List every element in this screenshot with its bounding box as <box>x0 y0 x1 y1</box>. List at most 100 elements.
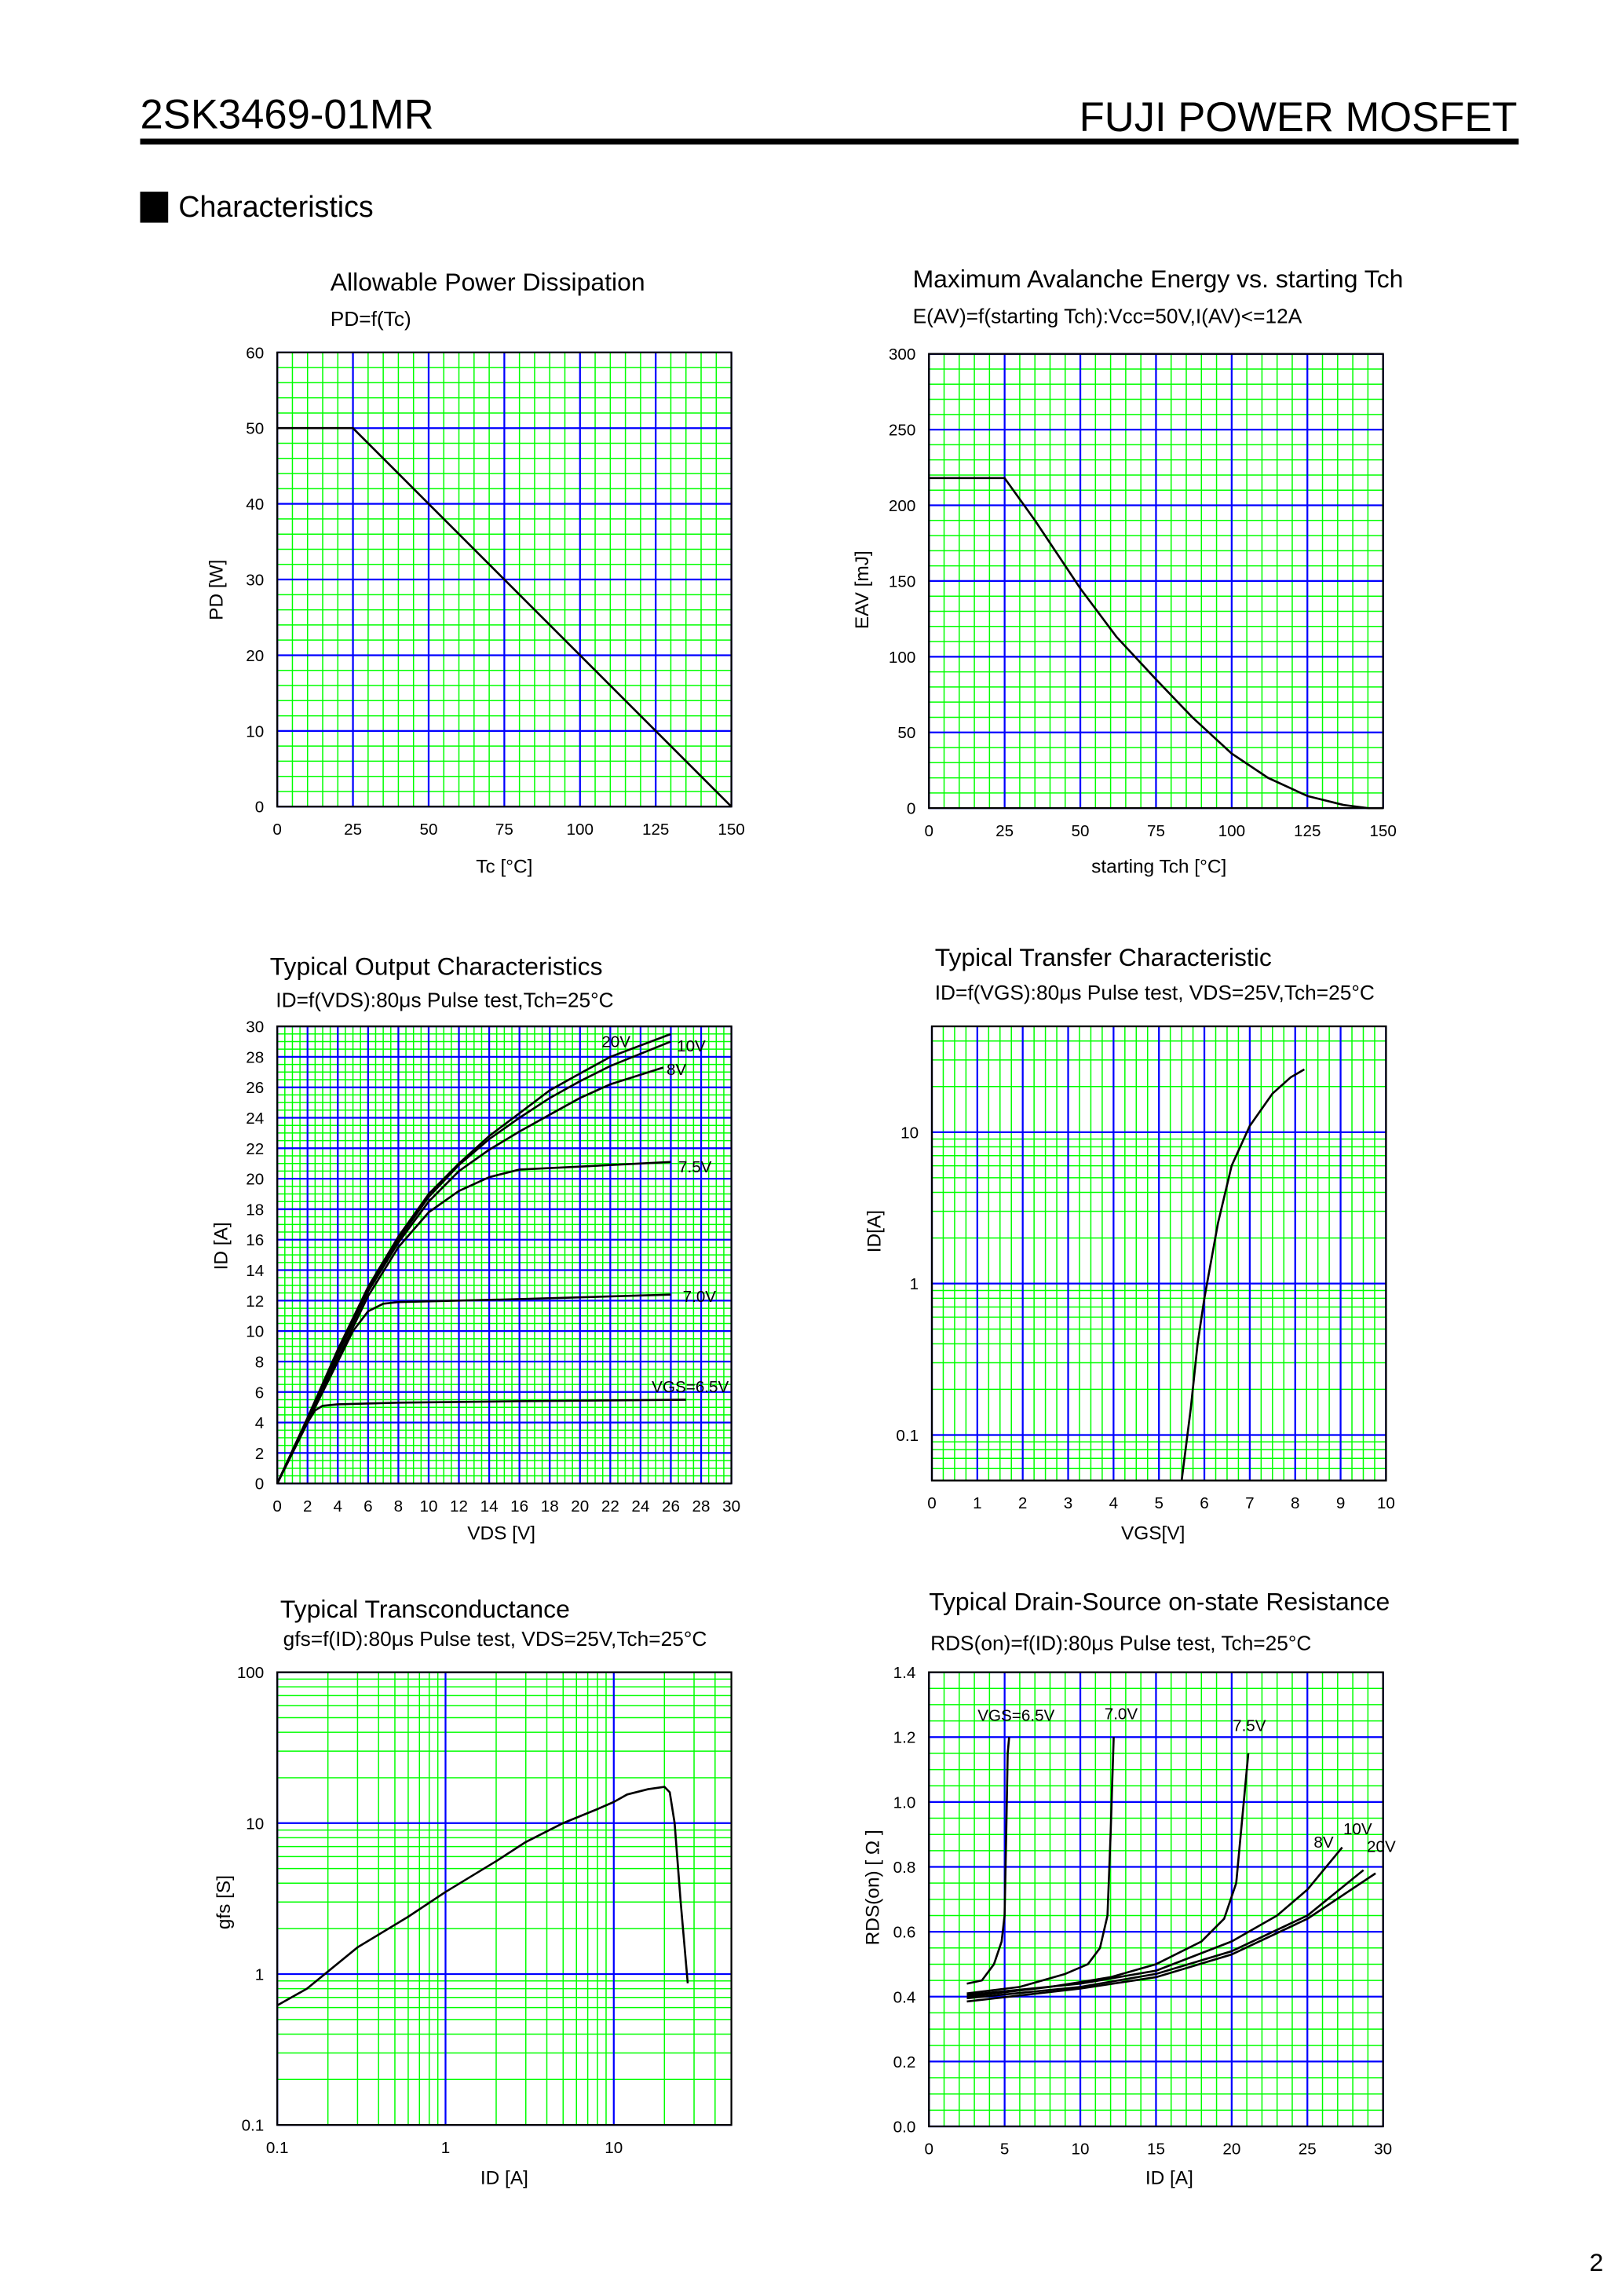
chart-title: Maximum Avalanche Energy vs. starting Tc… <box>913 265 1404 293</box>
chart-subtitle: PD=f(Tc) <box>331 307 411 331</box>
y-tick-label: 0 <box>907 800 915 818</box>
x-tick-label: 28 <box>692 1497 711 1515</box>
x-axis-label: VGS[V] <box>1121 1523 1185 1545</box>
y-tick-label: 1.2 <box>893 1729 916 1747</box>
y-tick-label: 1 <box>255 1965 264 1983</box>
x-axis-label: starting Tch [°C] <box>1091 857 1226 878</box>
y-tick-label: 200 <box>889 497 915 515</box>
chart-title: Typical Transconductance <box>280 1595 570 1623</box>
y-tick-label: 26 <box>246 1079 264 1097</box>
x-tick-label: 25 <box>1299 2141 1317 2159</box>
y-tick-label: 24 <box>246 1110 264 1128</box>
plot-area <box>277 1672 732 2126</box>
page-number: 2 <box>1590 2248 1604 2276</box>
chart-5: 0.1 1 10 0.1 1 10 100 Typical Transconductance g… <box>214 1595 732 2188</box>
y-tick-label: 0 <box>255 1475 264 1493</box>
x-axis-label: ID [A] <box>1145 2167 1193 2188</box>
plot-frame <box>928 1671 1384 2128</box>
y-tick-label: 10 <box>246 722 264 740</box>
x-axis-label: VDS [V] <box>467 1523 535 1545</box>
plot-frame <box>930 1025 1387 1482</box>
series-curve <box>276 1398 686 1484</box>
series-curve <box>276 1040 671 1484</box>
x-tick-label: 10 <box>1377 1494 1395 1512</box>
series-curve <box>966 1869 1364 2000</box>
chart-title: Typical Drain-Source on-state Resistance <box>929 1588 1390 1616</box>
x-tick-label: 50 <box>419 821 437 839</box>
y-tick-label: 10 <box>901 1124 919 1142</box>
x-tick-label: 1 <box>441 2139 450 2157</box>
x-tick-label: 0.1 <box>266 2139 289 2157</box>
x-tick-label: 26 <box>662 1497 680 1515</box>
series-label: 10V <box>677 1037 706 1055</box>
x-tick-label: 7 <box>1245 1494 1254 1512</box>
chart-subtitle: gfs=f(ID):80μs Pulse test, VDS=25V,Tch=2… <box>283 1627 707 1651</box>
x-tick-label: 150 <box>1369 822 1396 840</box>
header-rule <box>140 138 1519 145</box>
y-tick-label: 22 <box>246 1140 264 1158</box>
y-tick-label: 0.8 <box>893 1859 916 1877</box>
plot-frame <box>276 351 732 808</box>
y-axis-label: PD [W] <box>206 560 228 620</box>
x-tick-label: 10 <box>1072 2141 1090 2159</box>
y-tick-label: 0.1 <box>242 2117 265 2135</box>
y-axis-label: ID [A] <box>210 1222 232 1270</box>
x-tick-label: 25 <box>344 821 362 839</box>
x-tick-label: 125 <box>1294 822 1321 840</box>
x-tick-label: 0 <box>927 1494 936 1512</box>
x-tick-label: 2 <box>1018 1494 1027 1512</box>
y-tick-label: 100 <box>889 649 915 667</box>
plot-frame <box>276 1671 732 2126</box>
chart-title: Typical Transfer Characteristic <box>935 943 1272 971</box>
x-tick-label: 3 <box>1064 1494 1072 1512</box>
y-tick-label: 20 <box>246 1171 264 1189</box>
x-tick-label: 16 <box>510 1497 528 1515</box>
x-tick-label: 150 <box>718 821 744 839</box>
series-curve <box>966 1737 1115 1994</box>
part-number: 2SK3469-01MR <box>141 91 434 137</box>
y-tick-label: 250 <box>889 422 915 440</box>
y-tick-label: 0.1 <box>896 1427 919 1445</box>
x-tick-label: 30 <box>722 1497 740 1515</box>
y-axis-label: EAV [mJ] <box>852 550 873 629</box>
y-axis-label: gfs [S] <box>214 1875 235 1929</box>
x-tick-label: 6 <box>1200 1494 1208 1512</box>
chart-subtitle: RDS(on)=f(ID):80μs Pulse test, Tch=25°C <box>930 1631 1311 1654</box>
series-label: 7.5V <box>678 1158 712 1176</box>
chart-subtitle: ID=f(VGS):80μs Pulse test, VDS=25V,Tch=2… <box>935 981 1375 1004</box>
series-curve <box>966 1872 1376 2003</box>
y-tick-label: 0.2 <box>893 2053 916 2071</box>
y-tick-label: 28 <box>246 1048 264 1066</box>
y-tick-label: 300 <box>889 345 915 364</box>
chart-1: 0 25 50 75 100 125 150 0 10 20 30 40 50 60 Allowable P… <box>206 268 745 878</box>
x-tick-label: 8 <box>1291 1494 1299 1512</box>
x-tick-label: 125 <box>642 821 669 839</box>
chart-title: Typical Output Characteristics <box>270 952 603 980</box>
y-tick-label: 1 <box>910 1275 919 1293</box>
x-tick-label: 4 <box>1109 1494 1118 1512</box>
series-label: 8V <box>1313 1834 1333 1852</box>
y-tick-label: 0.6 <box>893 1924 916 1942</box>
y-tick-label: 150 <box>889 572 915 590</box>
section-title: Characteristics <box>178 190 373 223</box>
series-label: 7.5V <box>1233 1717 1266 1735</box>
x-tick-label: 0 <box>272 821 281 839</box>
series-curve <box>276 1786 689 2006</box>
y-tick-label: 30 <box>246 572 264 590</box>
y-tick-label: 20 <box>246 647 264 665</box>
series-curve <box>276 1066 664 1484</box>
y-tick-label: 100 <box>237 1664 264 1682</box>
y-tick-label: 10 <box>246 1323 264 1341</box>
x-tick-label: 75 <box>1147 822 1165 840</box>
x-tick-label: 4 <box>334 1497 342 1515</box>
series-label: VGS=6.5V <box>652 1378 729 1396</box>
series-label: 7.0V <box>683 1288 717 1306</box>
x-tick-label: 15 <box>1147 2141 1165 2159</box>
x-tick-label: 2 <box>303 1497 312 1515</box>
y-tick-label: 1.4 <box>893 1664 916 1682</box>
y-tick-label: 0 <box>255 799 264 817</box>
x-tick-label: 0 <box>924 2141 933 2159</box>
y-tick-label: 8 <box>255 1354 264 1372</box>
x-tick-label: 1 <box>973 1494 981 1512</box>
